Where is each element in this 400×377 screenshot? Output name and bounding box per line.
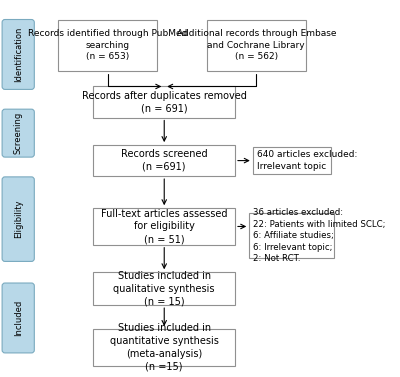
FancyBboxPatch shape: [253, 147, 331, 174]
Text: 640 articles excluded:
Irrelevant topic: 640 articles excluded: Irrelevant topic: [257, 150, 357, 171]
Text: Full-text articles assessed
for eligibility
(n = 51): Full-text articles assessed for eligibil…: [101, 209, 228, 244]
Text: 36 articles excluded:
22: Patients with limited SCLC;
6: Affiliate studies;
6: I: 36 articles excluded: 22: Patients with …: [254, 208, 386, 263]
FancyBboxPatch shape: [2, 109, 34, 157]
FancyBboxPatch shape: [94, 329, 235, 366]
Text: Identification: Identification: [14, 27, 23, 82]
Text: Studies included in
qualitative synthesis
(n = 15): Studies included in qualitative synthesi…: [114, 271, 215, 307]
FancyBboxPatch shape: [94, 86, 235, 118]
FancyBboxPatch shape: [2, 283, 34, 353]
FancyBboxPatch shape: [249, 213, 334, 259]
FancyBboxPatch shape: [94, 208, 235, 245]
FancyBboxPatch shape: [207, 20, 306, 71]
Text: Studies included in
quantitative synthesis
(meta-analysis)
(n =15): Studies included in quantitative synthes…: [110, 323, 219, 371]
Text: Screening: Screening: [14, 112, 23, 154]
Text: Records after duplicates removed
(n = 691): Records after duplicates removed (n = 69…: [82, 90, 247, 113]
Text: Records screened
(n =691): Records screened (n =691): [121, 149, 208, 172]
FancyBboxPatch shape: [58, 20, 157, 71]
FancyBboxPatch shape: [2, 177, 34, 261]
Text: Included: Included: [14, 300, 23, 336]
Text: Records identified through PubMed
searching
(n = 653): Records identified through PubMed search…: [28, 29, 187, 61]
Text: Additional records through Embase
and Cochrane Library
(n = 562): Additional records through Embase and Co…: [176, 29, 336, 61]
FancyBboxPatch shape: [94, 272, 235, 305]
FancyBboxPatch shape: [2, 20, 34, 89]
Text: Eligibility: Eligibility: [14, 200, 23, 238]
FancyBboxPatch shape: [94, 145, 235, 176]
